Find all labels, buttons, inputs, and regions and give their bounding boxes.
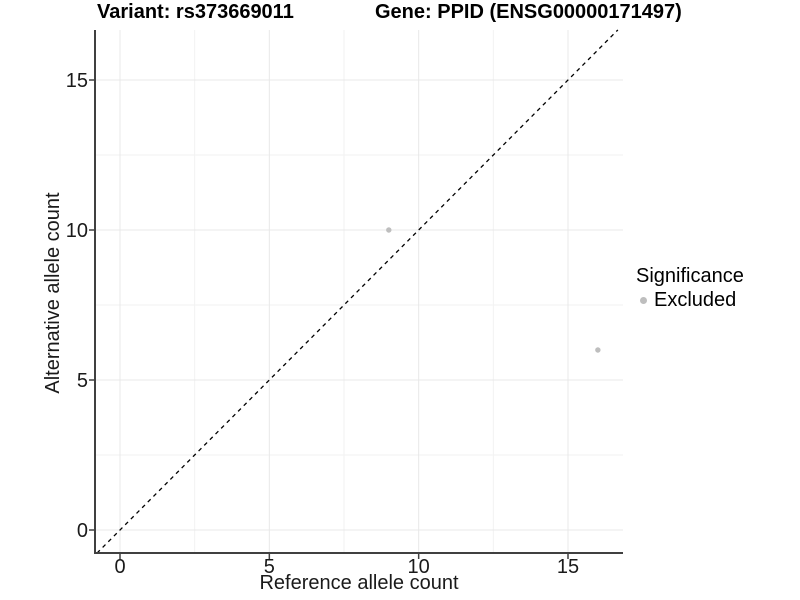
x-axis-title: Reference allele count	[259, 572, 459, 594]
y-tick-label: 10	[66, 220, 88, 242]
y-tick-label: 5	[77, 370, 88, 392]
x-tick-label: 5	[264, 556, 275, 578]
data-point	[595, 347, 601, 353]
plot-title-variant: Variant: rs373669011	[97, 1, 294, 23]
legend-title: Significance	[636, 265, 744, 287]
x-tick-label: 10	[408, 556, 430, 578]
identity-dashed-line	[96, 29, 619, 554]
y-axis-title: Alternative allele count	[42, 192, 64, 394]
x-tick-label: 0	[114, 556, 125, 578]
x-tick-label: 15	[557, 556, 579, 578]
legend: Significance Excluded	[636, 264, 744, 312]
legend-item-label: Excluded	[654, 289, 737, 311]
y-tick-label: 0	[77, 520, 88, 542]
legend-point-icon	[640, 296, 647, 304]
plot-title-gene: Gene: PPID (ENSG00000171497)	[375, 1, 682, 23]
data-point	[386, 227, 392, 233]
y-tick-label: 15	[66, 70, 88, 92]
legend-item-excluded: Excluded	[636, 288, 744, 312]
